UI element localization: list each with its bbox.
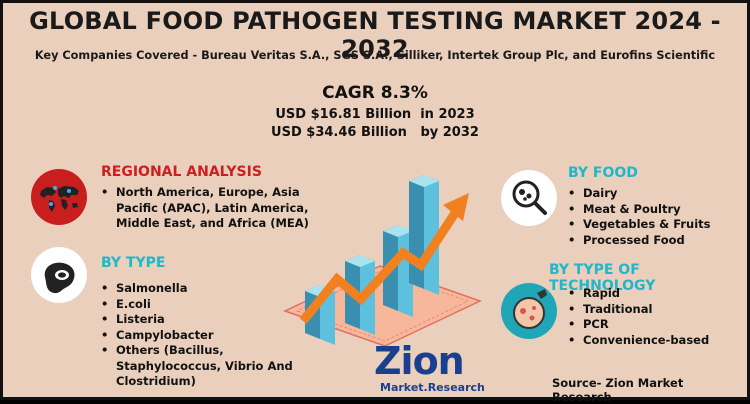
list-item: Meat & Poultry <box>568 202 738 218</box>
by-food-list: Dairy Meat & Poultry Vegetables & Fruits… <box>568 186 738 248</box>
steak-icon <box>31 247 87 303</box>
list-item: Traditional <box>568 302 738 318</box>
key-companies: Key Companies Covered - Bureau Veritas S… <box>34 49 716 62</box>
list-item: Listeria <box>101 312 301 328</box>
page-title: GLOBAL FOOD PATHOGEN TESTING MARKET 2024… <box>29 7 721 63</box>
list-item: E.coli <box>101 297 301 313</box>
logo-brand: Zion <box>374 339 465 383</box>
regional-list: North America, Europe, Asia Pacific (APA… <box>101 185 311 232</box>
zion-logo: Zion Market.Research <box>374 339 494 399</box>
globe-map-icon <box>31 169 87 225</box>
logo-subtitle: Market.Research <box>380 381 485 394</box>
list-item: Rapid <box>568 286 738 302</box>
list-item: Convenience-based <box>568 333 738 349</box>
list-item: Processed Food <box>568 233 738 249</box>
by-food-title: BY FOOD <box>568 165 638 181</box>
by-technology-list: Rapid Traditional PCR Convenience-based <box>568 286 738 348</box>
by-type-list: Salmonella E.coli Listeria Campylobacter… <box>101 281 301 390</box>
by-type-title: BY TYPE <box>101 255 166 271</box>
list-item: Vegetables & Fruits <box>568 217 738 233</box>
list-item: North America, Europe, Asia Pacific (APA… <box>101 185 311 232</box>
rising-arrow-icon <box>299 210 459 324</box>
list-item: Dairy <box>568 186 738 202</box>
cagr-value: CAGR 8.3% <box>322 83 428 103</box>
rising-bars-illustration <box>283 175 482 347</box>
petri-dish-icon <box>501 283 557 339</box>
list-item: Salmonella <box>101 281 301 297</box>
list-item: PCR <box>568 317 738 333</box>
magnifier-food-icon <box>501 170 557 226</box>
market-size-2023: USD $16.81 Billion in 2023 <box>275 107 475 122</box>
market-size-2032: USD $34.46 Billion by 2032 <box>271 125 479 140</box>
regional-analysis-title: REGIONAL ANALYSIS <box>101 164 262 180</box>
list-item: Campylobacter <box>101 328 301 344</box>
list-item: Others (Bacillus, Staphylococcus, Vibrio… <box>101 343 301 390</box>
